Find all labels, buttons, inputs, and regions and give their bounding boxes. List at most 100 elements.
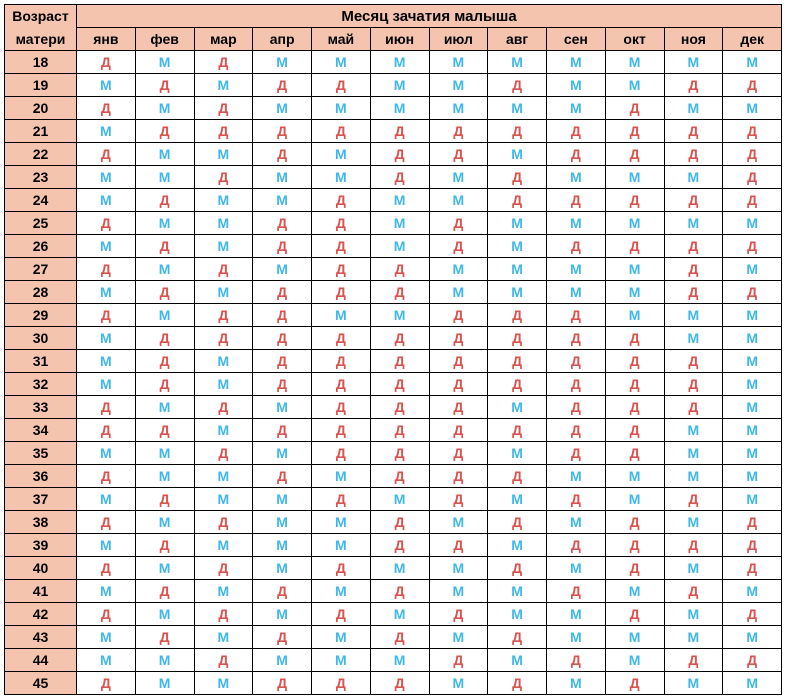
- table-row: 33ДМДМДДДМДДДМ: [5, 396, 782, 419]
- gender-cell: М: [194, 189, 253, 212]
- corner-header-top: Возраст: [5, 5, 77, 28]
- gender-cell: М: [77, 235, 136, 258]
- gender-cell: Д: [605, 143, 664, 166]
- gender-cell: М: [312, 534, 371, 557]
- gender-cell: М: [253, 603, 312, 626]
- gender-cell: Д: [312, 189, 371, 212]
- gender-cell: Д: [488, 465, 547, 488]
- gender-cell: Д: [253, 235, 312, 258]
- gender-cell: Д: [135, 350, 194, 373]
- table-row: 43МДМДМДМДММММ: [5, 626, 782, 649]
- gender-cell: Д: [77, 212, 136, 235]
- gender-cell: М: [605, 626, 664, 649]
- table-row: 19МДМДДММДММДД: [5, 74, 782, 97]
- month-header: ноя: [664, 28, 723, 51]
- gender-cell: М: [135, 396, 194, 419]
- month-header: май: [312, 28, 371, 51]
- table-row: 38ДМДММДМДМДМД: [5, 511, 782, 534]
- gender-cell: Д: [547, 327, 606, 350]
- month-header: мар: [194, 28, 253, 51]
- gender-cell: М: [605, 580, 664, 603]
- gender-cell: М: [664, 51, 723, 74]
- table-row: 31МДМДДДДДДДДМ: [5, 350, 782, 373]
- gender-cell: Д: [253, 626, 312, 649]
- gender-cell: Д: [194, 258, 253, 281]
- gender-cell: Д: [664, 235, 723, 258]
- gender-cell: М: [370, 97, 429, 120]
- gender-cell: М: [312, 580, 371, 603]
- gender-cell: Д: [429, 120, 488, 143]
- gender-cell: Д: [312, 373, 371, 396]
- gender-cell: Д: [429, 350, 488, 373]
- gender-cell: Д: [253, 580, 312, 603]
- gender-cell: Д: [723, 189, 782, 212]
- gender-cell: Д: [77, 603, 136, 626]
- gender-cell: Д: [77, 304, 136, 327]
- gender-cell: М: [547, 212, 606, 235]
- gender-cell: Д: [194, 120, 253, 143]
- gender-cell: М: [370, 212, 429, 235]
- gender-cell: М: [253, 258, 312, 281]
- gender-cell: М: [77, 189, 136, 212]
- gender-cell: Д: [547, 350, 606, 373]
- gender-cell: М: [723, 51, 782, 74]
- gender-cell: Д: [605, 442, 664, 465]
- gender-cell: М: [664, 212, 723, 235]
- gender-cell: Д: [135, 327, 194, 350]
- gender-cell: Д: [77, 143, 136, 166]
- table-row: 24МДММДММДДДДД: [5, 189, 782, 212]
- gender-cell: М: [488, 649, 547, 672]
- table-row: 21МДДДДДДДДДДД: [5, 120, 782, 143]
- gender-cell: Д: [312, 212, 371, 235]
- table-row: 20ДМДММММММДММ: [5, 97, 782, 120]
- gender-cell: Д: [312, 235, 371, 258]
- table-head: Возраст Месяц зачатия малыша матери янвф…: [5, 5, 782, 51]
- gender-cell: М: [723, 672, 782, 695]
- age-header: 31: [5, 350, 77, 373]
- age-header: 36: [5, 465, 77, 488]
- gender-cell: М: [77, 626, 136, 649]
- gender-cell: Д: [605, 672, 664, 695]
- gender-cell: Д: [488, 120, 547, 143]
- gender-cell: М: [723, 212, 782, 235]
- table-body: 18ДМДМММММММММ19МДМДДММДММДД20ДМДММММММД…: [5, 51, 782, 695]
- gender-cell: Д: [194, 511, 253, 534]
- gender-cell: М: [547, 557, 606, 580]
- gender-cell: М: [547, 603, 606, 626]
- gender-cell: Д: [253, 212, 312, 235]
- gender-cell: Д: [370, 281, 429, 304]
- gender-cell: М: [429, 51, 488, 74]
- gender-cell: Д: [723, 281, 782, 304]
- gender-cell: Д: [312, 350, 371, 373]
- gender-cell: М: [723, 465, 782, 488]
- gender-cell: М: [370, 189, 429, 212]
- gender-cell: М: [547, 511, 606, 534]
- gender-cell: М: [312, 626, 371, 649]
- gender-cell: М: [664, 511, 723, 534]
- gender-cell: Д: [135, 120, 194, 143]
- gender-cell: Д: [370, 327, 429, 350]
- age-header: 29: [5, 304, 77, 327]
- gender-cell: Д: [370, 672, 429, 695]
- gender-cell: М: [664, 327, 723, 350]
- gender-cell: М: [664, 97, 723, 120]
- gender-cell: Д: [135, 74, 194, 97]
- gender-calendar-table: Возраст Месяц зачатия малыша матери янвф…: [4, 4, 782, 695]
- gender-cell: Д: [723, 534, 782, 557]
- gender-cell: М: [77, 120, 136, 143]
- gender-cell: Д: [547, 304, 606, 327]
- gender-cell: Д: [605, 511, 664, 534]
- gender-cell: Д: [547, 120, 606, 143]
- gender-cell: Д: [547, 534, 606, 557]
- table-row: 35ММДМДДДМДДММ: [5, 442, 782, 465]
- gender-cell: М: [194, 419, 253, 442]
- gender-cell: М: [488, 534, 547, 557]
- gender-cell: Д: [664, 258, 723, 281]
- gender-cell: Д: [312, 419, 371, 442]
- gender-cell: М: [488, 51, 547, 74]
- gender-cell: М: [77, 649, 136, 672]
- gender-cell: Д: [312, 442, 371, 465]
- gender-cell: Д: [312, 281, 371, 304]
- gender-cell: Д: [253, 465, 312, 488]
- gender-cell: Д: [723, 649, 782, 672]
